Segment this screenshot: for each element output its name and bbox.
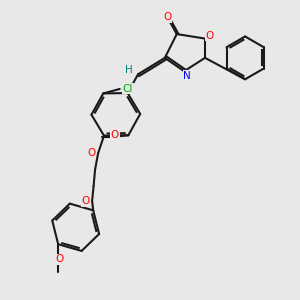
Text: O: O	[164, 12, 172, 22]
Text: O: O	[81, 196, 90, 206]
Text: N: N	[183, 71, 191, 81]
Text: O: O	[56, 254, 64, 264]
Text: O: O	[205, 31, 214, 40]
Text: Cl: Cl	[123, 84, 133, 94]
Text: O: O	[111, 130, 119, 140]
Text: O: O	[87, 148, 96, 158]
Text: H: H	[125, 65, 133, 75]
